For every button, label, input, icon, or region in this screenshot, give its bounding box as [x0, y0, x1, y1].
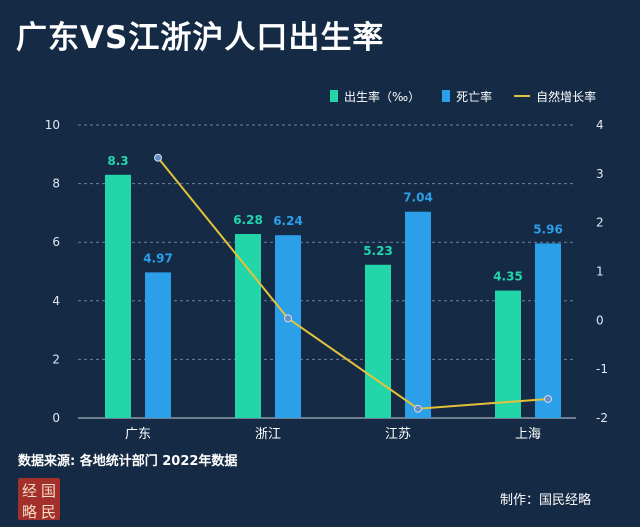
legend-label-birth: 出生率（‰）: [344, 89, 421, 104]
legend-item-natural: 自然增长率: [514, 88, 596, 105]
y-tick-left: 0: [52, 411, 60, 425]
point-natural: [154, 153, 162, 162]
x-tick-label: 上海: [515, 427, 541, 442]
bar-birth: [365, 264, 391, 418]
x-tick-label: 浙江: [255, 427, 281, 442]
y-tick-left: 8: [52, 177, 60, 191]
credit-text: 制作：国民经略: [500, 493, 592, 508]
point-natural: [544, 394, 552, 403]
bar-birth: [235, 233, 261, 418]
legend-swatch-birth: [330, 90, 338, 102]
chart-title: 广东VS江浙沪人口出生率: [16, 20, 385, 56]
y-tick-right: 2: [596, 216, 604, 230]
seal-char: 略: [21, 503, 37, 521]
y-tick-right: -1: [596, 362, 608, 376]
y-tick-left: 6: [52, 235, 60, 249]
data-label-death: 4.97: [143, 251, 173, 265]
y-tick-left: 2: [52, 352, 60, 366]
data-label-death: 6.24: [273, 214, 303, 228]
legend-item-death: 死亡率: [442, 88, 492, 105]
data-label-birth: 6.28: [233, 213, 263, 227]
bar-death: [535, 243, 561, 418]
data-label-birth: 5.23: [363, 244, 393, 258]
brand-seal: 经 国 略 民: [18, 478, 60, 521]
legend-label-death: 死亡率: [456, 89, 493, 104]
legend-item-birth: 出生率（‰）: [330, 88, 420, 105]
data-label-death: 5.96: [533, 222, 563, 236]
seal-char: 民: [40, 503, 56, 521]
y-tick-right: 3: [596, 167, 604, 181]
point-natural: [284, 314, 292, 323]
x-tick-label: 广东: [125, 427, 151, 442]
x-tick-label: 江苏: [385, 426, 411, 442]
data-label-birth: 4.35: [493, 270, 523, 284]
data-label-death: 7.04: [403, 191, 433, 205]
legend-swatch-natural: [514, 95, 531, 97]
bar-death: [145, 272, 171, 418]
y-tick-right: 1: [596, 265, 604, 279]
bar-death: [275, 235, 301, 418]
legend-label-natural: 自然增长率: [536, 89, 597, 104]
y-tick-right: 0: [596, 313, 604, 327]
seal-char: 国: [40, 482, 56, 500]
point-natural: [414, 404, 422, 413]
bar-birth: [495, 290, 521, 418]
seal-char: 经: [21, 482, 37, 500]
bar-death: [405, 211, 431, 418]
y-tick-right: -2: [596, 411, 608, 425]
y-tick-right: 4: [596, 118, 604, 132]
legend-swatch-death: [442, 90, 451, 102]
data-label-birth: 8.3: [107, 154, 128, 168]
legend: 出生率（‰） 死亡率 自然增长率: [330, 88, 596, 104]
source-note: 数据来源: 各地统计部门 2022年数据: [18, 454, 238, 469]
line-natural: [157, 157, 549, 410]
bar-birth: [105, 174, 131, 418]
y-tick-left: 4: [52, 294, 60, 308]
y-tick-left: 10: [45, 118, 60, 132]
